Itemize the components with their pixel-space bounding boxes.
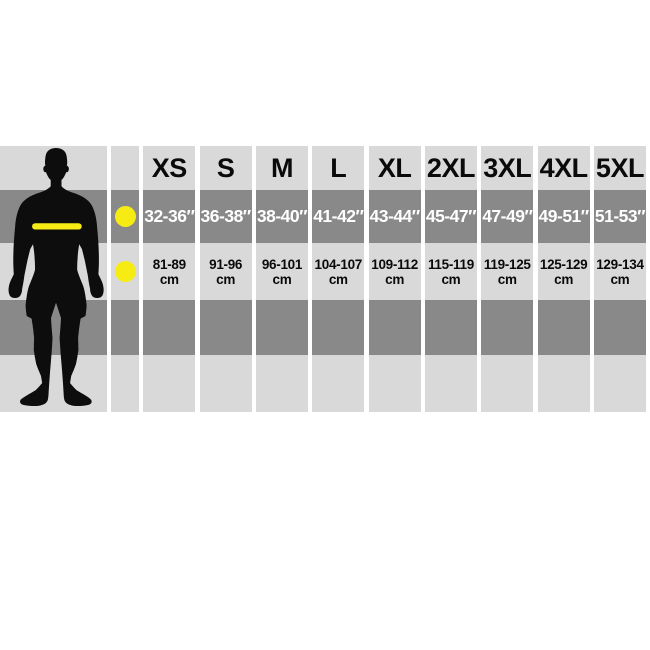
chest-inches-value: 36-38″ <box>200 206 252 226</box>
cm-unit-label: cm <box>441 271 461 287</box>
size-label: XL <box>377 153 412 183</box>
cm-unit-label: cm <box>159 271 179 287</box>
male-silhouette <box>8 148 104 407</box>
chest-inches-value: 45-47″ <box>425 206 477 226</box>
chest-marker-dot <box>114 261 136 282</box>
size-column-3XL: 3XL 47-49″ 119-125 cm <box>481 146 534 412</box>
chest-cm-value: 81-89 <box>152 256 186 272</box>
size-column-S: S 36-38″ 91-96 cm <box>199 146 252 412</box>
size-label: S <box>216 153 235 183</box>
chest-cm-cell: 115-119 cm <box>425 243 477 300</box>
size-label: M <box>270 153 294 183</box>
chest-cm-cell: 125-129 cm <box>538 243 590 300</box>
chest-cm-cell: 119-125 cm <box>481 243 533 300</box>
size-label: 3XL <box>483 153 532 183</box>
chest-inches-value: 32-36″ <box>144 206 195 226</box>
size-column-4XL: 4XL 49-51″ 125-129 cm <box>537 146 590 412</box>
size-column-M: M 38-40″ 96-101 cm <box>255 146 308 412</box>
size-label: XS <box>151 153 188 183</box>
size-column-L: L 41-42″ 104-107 cm <box>312 146 365 412</box>
size-label: L <box>330 153 347 183</box>
chest-cm-cell: 81-89 cm <box>143 243 195 300</box>
size-column-5XL: 5XL 51-53″ 129-134 cm <box>593 146 646 412</box>
chest-cm-value: 125-129 <box>539 256 588 272</box>
cm-unit-label: cm <box>497 271 517 287</box>
chest-cm-cell: 104-107 cm <box>312 243 364 300</box>
chest-cm-cell: 129-134 cm <box>594 243 646 300</box>
size-column-2XL: 2XL 45-47″ 115-119 cm <box>424 146 477 412</box>
chest-inches-value: 51-53″ <box>594 206 646 226</box>
chest-cm-value: 109-112 <box>371 256 418 272</box>
chest-marker-dot <box>114 206 136 227</box>
cm-unit-label: cm <box>216 271 236 287</box>
chest-inches-value: 41-42″ <box>313 206 364 226</box>
cm-unit-label: cm <box>610 271 630 287</box>
chest-cm-value: 119-125 <box>483 256 531 272</box>
male-body-shape <box>8 148 104 407</box>
cm-unit-label: cm <box>554 271 574 287</box>
chest-cm-value: 96-101 <box>261 256 303 272</box>
size-label: 5XL <box>595 153 645 183</box>
silhouette-column <box>0 146 107 412</box>
cm-unit-label: cm <box>272 271 292 287</box>
size-label: 2XL <box>426 153 476 183</box>
chest-cm-cell: 96-101 cm <box>256 243 308 300</box>
chest-inches-value: 38-40″ <box>256 206 308 226</box>
chest-cm-value: 91-96 <box>209 256 243 272</box>
size-column-XS: XS 32-36″ 81-89 cm <box>143 146 196 412</box>
chest-cm-cell: 109-112 cm <box>369 243 421 300</box>
chest-cm-value: 115-119 <box>427 256 474 272</box>
chest-inches-value: 49-51″ <box>538 206 590 226</box>
chest-cm-cell: 91-96 cm <box>200 243 252 300</box>
chest-inches-value: 47-49″ <box>482 206 533 226</box>
marker-column <box>111 146 139 412</box>
chest-cm-value: 104-107 <box>314 256 363 272</box>
cm-unit-label: cm <box>385 271 405 287</box>
size-column-XL: XL 43-44″ 109-112 cm <box>368 146 421 412</box>
chest-inches-value: 43-44″ <box>369 206 421 226</box>
chest-cm-value: 129-134 <box>596 256 644 272</box>
size-label: 4XL <box>539 153 589 183</box>
cm-unit-label: cm <box>328 271 348 287</box>
